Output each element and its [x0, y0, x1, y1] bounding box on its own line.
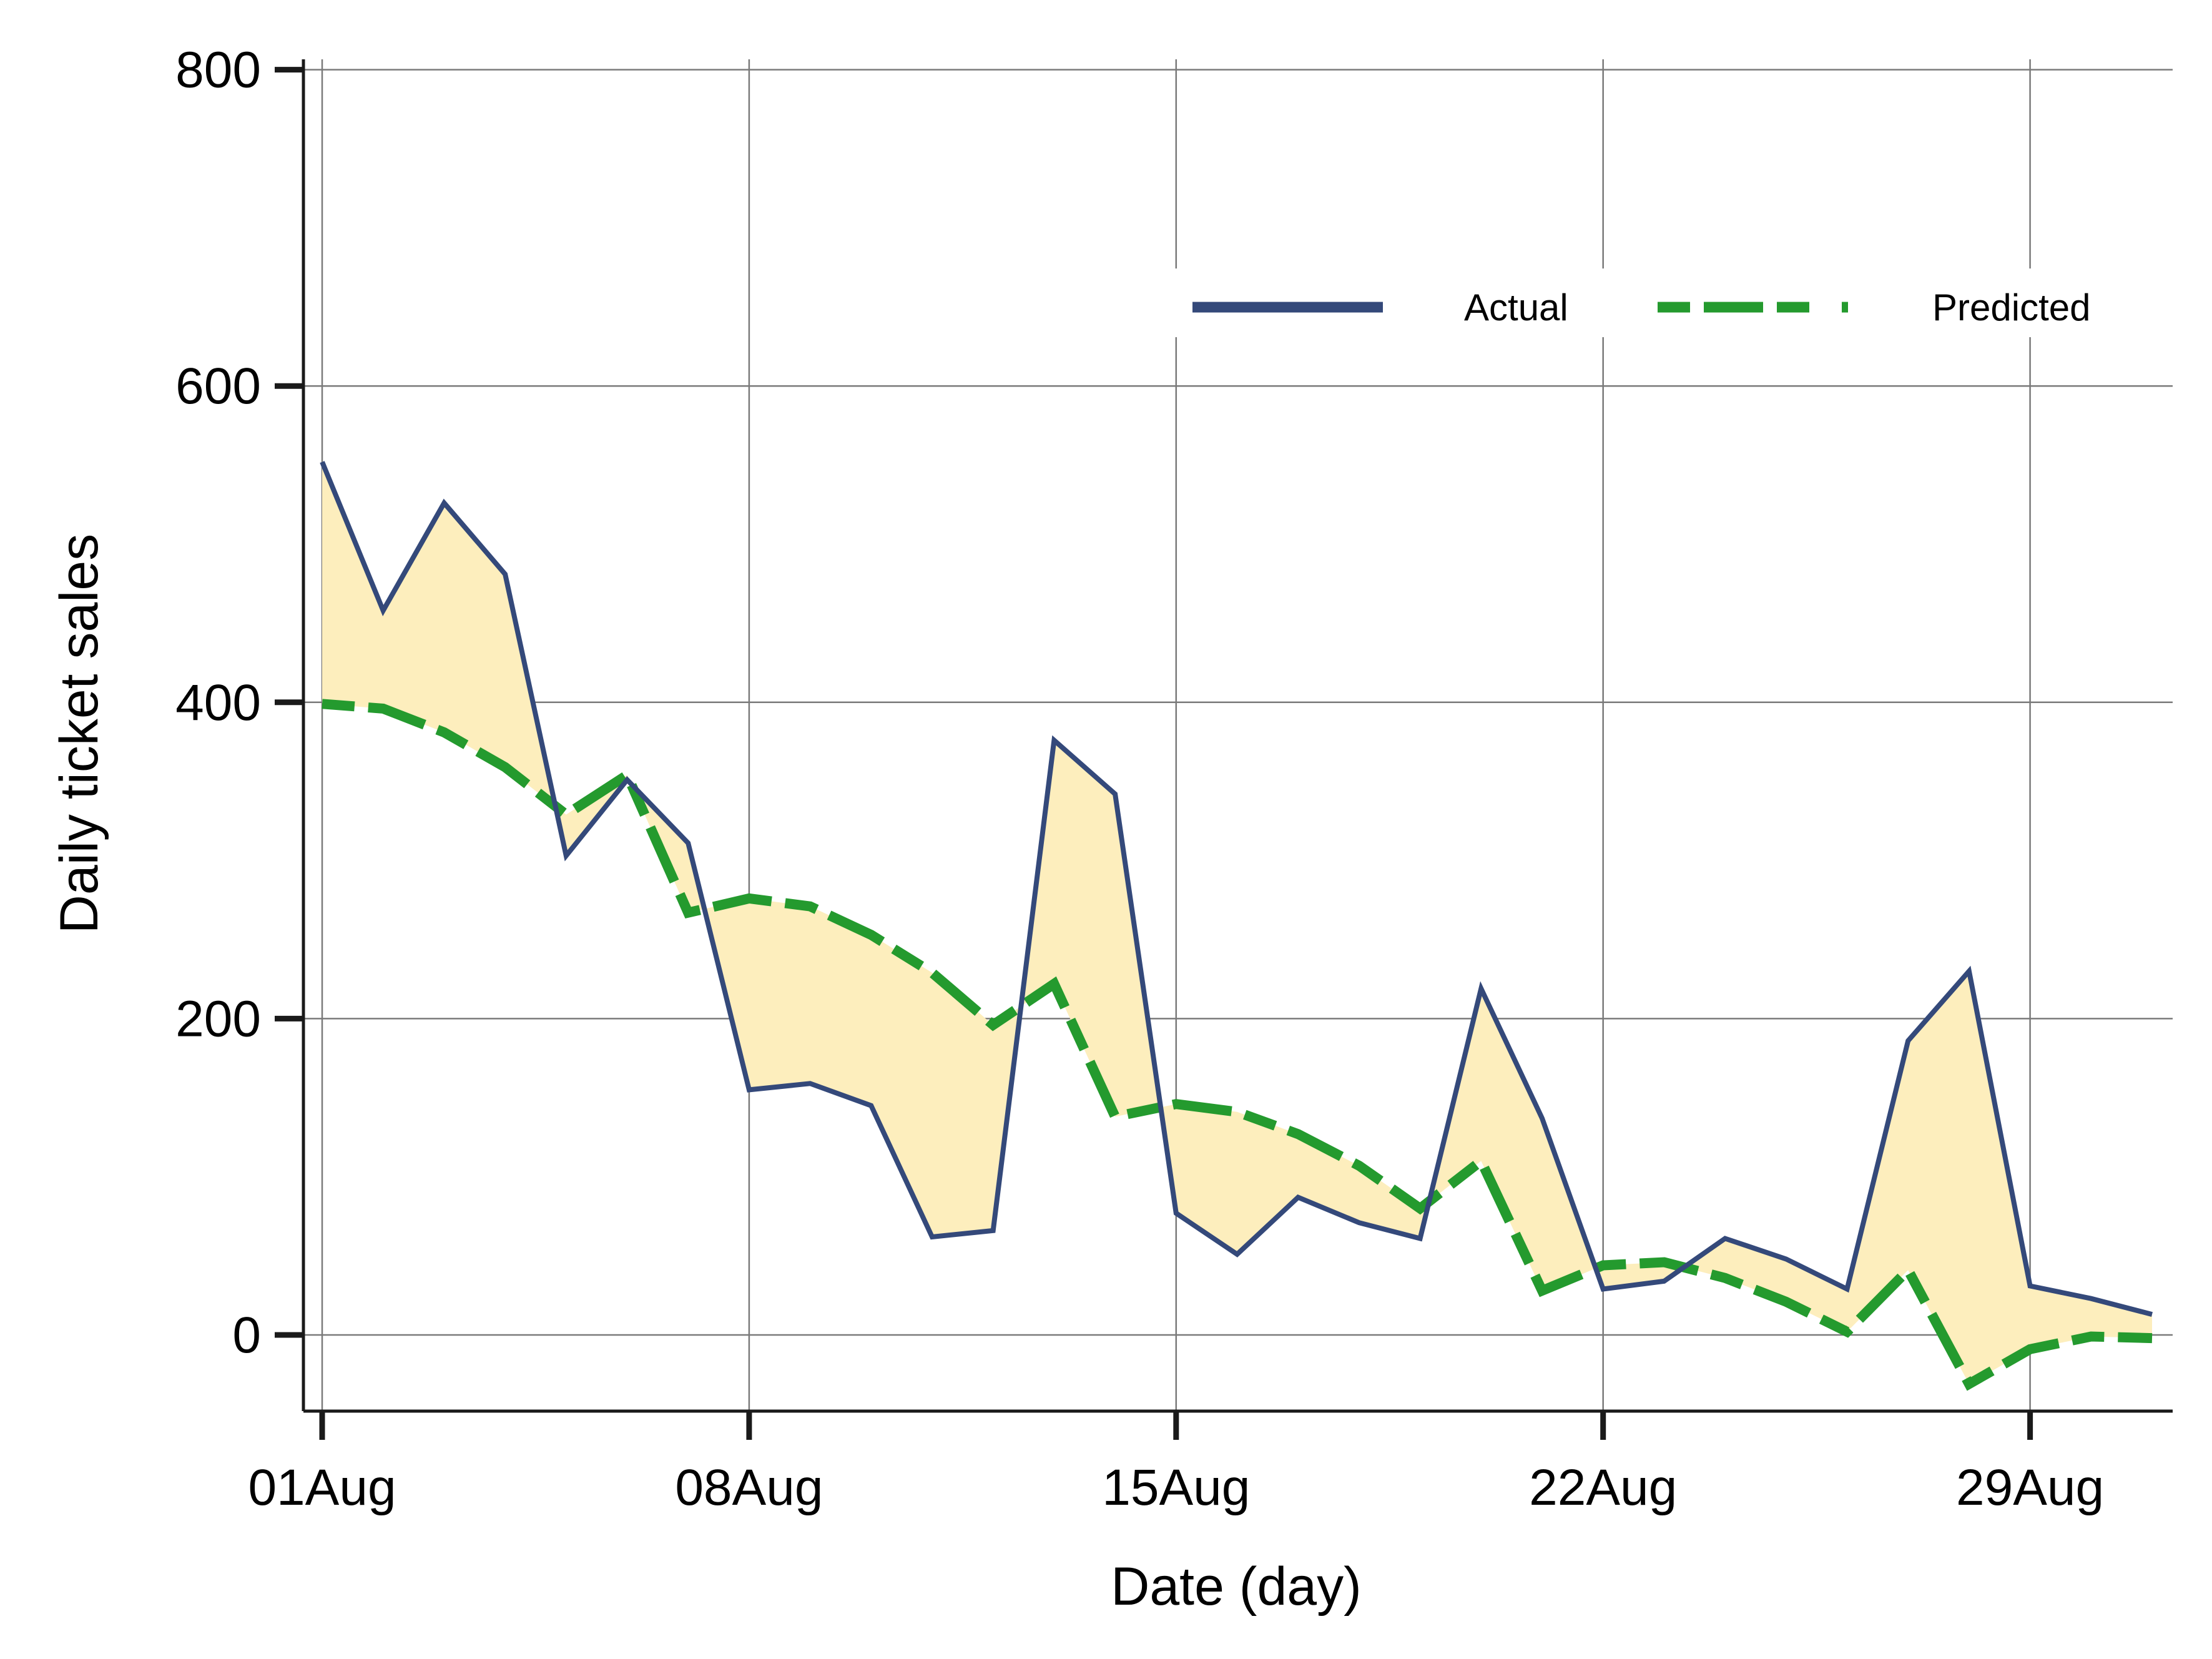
- x-tick-label: 01Aug: [248, 1459, 396, 1516]
- y-axis-title: Daily ticket sales: [49, 534, 109, 933]
- x-tick-label: 15Aug: [1102, 1459, 1250, 1516]
- y-tick-label: 400: [175, 674, 261, 731]
- x-axis-title: Date (day): [1111, 1557, 1362, 1617]
- x-tick-label: 08Aug: [675, 1459, 823, 1516]
- fill-band: [322, 461, 2152, 1384]
- legend: Actual Predicted: [1174, 268, 2148, 337]
- legend-actual-label: Actual: [1464, 287, 1568, 328]
- y-tick-label: 600: [175, 358, 261, 415]
- area-between-series: [322, 461, 2152, 1384]
- y-tick-label: 200: [175, 990, 261, 1047]
- y-tick-label: 0: [232, 1307, 261, 1364]
- legend-predicted-label: Predicted: [1932, 287, 2090, 328]
- x-tick-label: 29Aug: [1956, 1459, 2104, 1516]
- axis-ticks: 0 200 400 600 800 01Aug 08Aug 15Aug 22Aug 29Aug: [175, 42, 2104, 1516]
- y-tick-label: 800: [175, 42, 261, 99]
- axes: [302, 59, 2173, 1413]
- series-lines: [320, 461, 2153, 1391]
- series-line-actual: [320, 461, 2153, 1317]
- series-line-predicted: [322, 699, 2153, 1391]
- x-tick-label: 22Aug: [1529, 1459, 1677, 1516]
